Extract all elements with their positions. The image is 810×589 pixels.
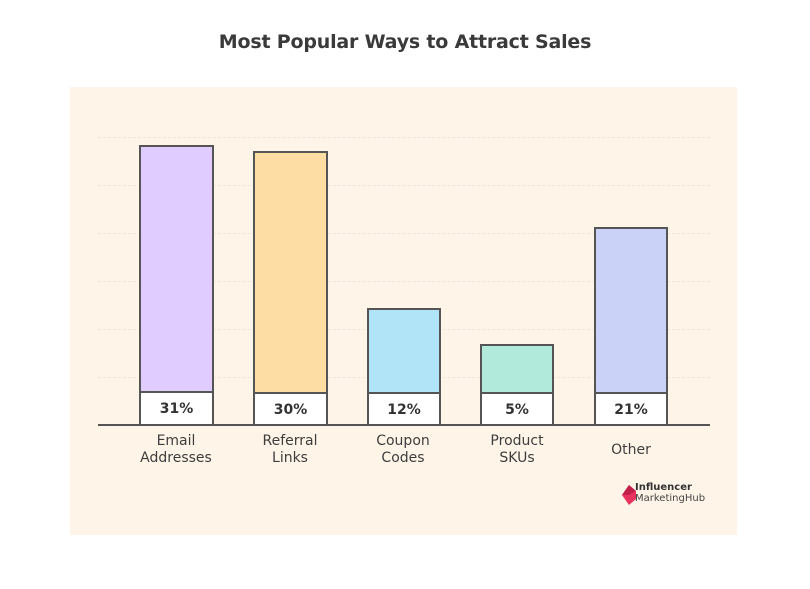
logo-text-line1: Influencer — [635, 482, 692, 493]
category-label-other: Other — [611, 442, 651, 458]
x-axis-baseline — [98, 424, 710, 426]
logo-text-line2: MarketingHub — [635, 493, 706, 504]
chart-title: Most Popular Ways to Attract Sales — [218, 31, 592, 53]
category-label-product-skus: Product SKUs — [490, 433, 544, 466]
gridline — [98, 281, 710, 282]
value-label-referral-links: 30% — [253, 392, 328, 425]
logo-mark-icon — [622, 485, 636, 505]
bar-coupon-codes — [367, 308, 441, 393]
gridline — [98, 233, 710, 234]
value-label-product-skus: 5% — [480, 392, 554, 425]
value-label-email-addresses: 31% — [139, 391, 214, 425]
category-label-referral-links: Referral Links — [262, 433, 318, 466]
bar-other — [594, 227, 668, 393]
gridline — [98, 185, 710, 186]
category-label-email-addresses: Email Addresses — [140, 433, 212, 466]
influencer-marketing-hub-logo: Influencer MarketingHub — [622, 482, 722, 508]
bar-referral-links — [253, 151, 328, 392]
category-label-coupon-codes: Coupon Codes — [376, 433, 430, 466]
value-label-other: 21% — [594, 392, 668, 425]
bar-email-addresses — [139, 145, 214, 392]
gridline — [98, 137, 710, 138]
value-label-coupon-codes: 12% — [367, 392, 441, 425]
bar-product-skus — [480, 344, 554, 393]
